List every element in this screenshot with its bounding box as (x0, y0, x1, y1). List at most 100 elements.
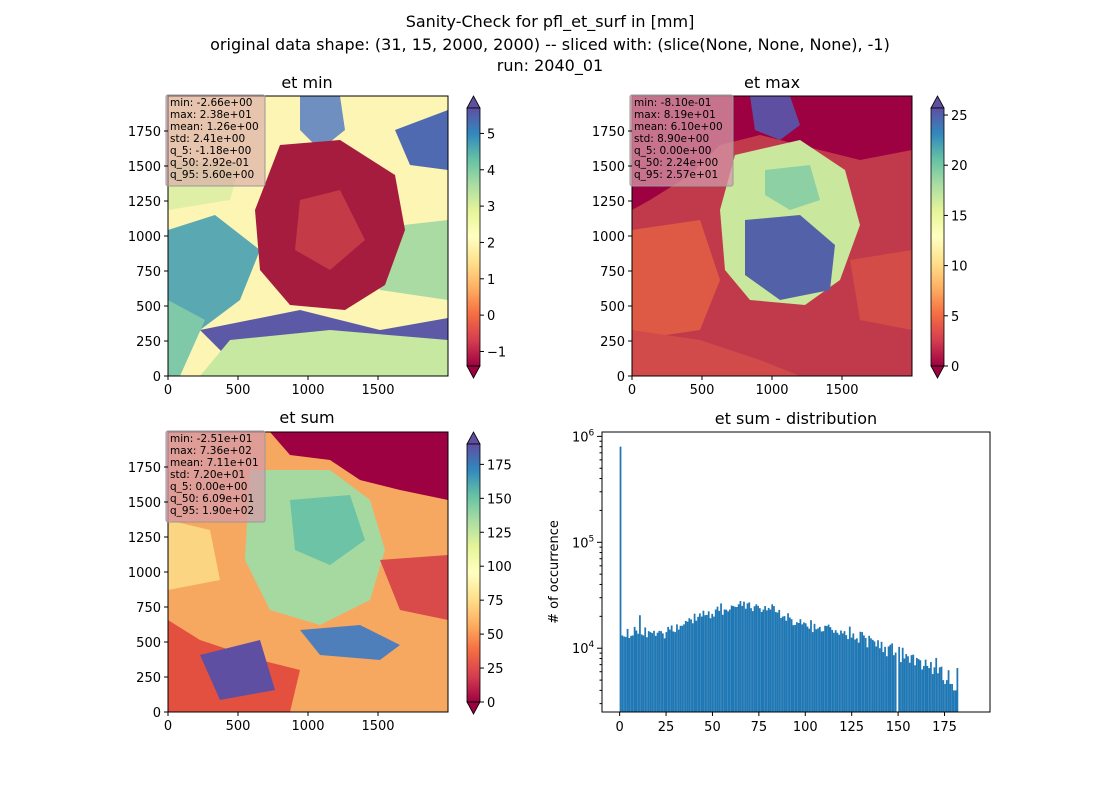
histogram-bar (838, 634, 841, 712)
histogram-bar (637, 633, 640, 712)
histogram-bar (644, 627, 647, 712)
histogram-bar (734, 606, 737, 712)
histogram-bar (653, 630, 655, 712)
histogram-bar (624, 636, 627, 712)
map-region (295, 190, 365, 270)
histogram-bar (619, 446, 622, 712)
histogram-bar (762, 609, 765, 712)
colorbar-extend-max (466, 95, 481, 109)
map-region (270, 432, 448, 500)
panel-title-et-max: et max (744, 73, 800, 92)
histogram-bar (686, 621, 689, 712)
histogram-bar (695, 620, 698, 712)
histogram-bar (824, 625, 826, 712)
histogram-bar (921, 669, 923, 712)
x-tick-label: 1000 (755, 383, 788, 398)
histogram-bar (820, 631, 823, 712)
x-tick-label: 0 (164, 719, 172, 734)
histogram-bar (875, 646, 878, 712)
histogram-bar (760, 611, 763, 712)
x-tick-label: 175 (932, 720, 957, 735)
map-region (168, 300, 205, 376)
histogram-bar (900, 662, 902, 712)
y-tick-label: 250 (136, 335, 161, 350)
x-tick-label: 1500 (361, 719, 394, 734)
colorbar-et-min: −1 0 1 2 3 4 5 (466, 95, 506, 379)
x-tick-label: 1500 (361, 383, 394, 398)
histogram-bar (623, 636, 625, 712)
histogram-bar (937, 673, 939, 712)
colorbar-tick-label: 2 (487, 236, 495, 251)
histogram-bar (665, 632, 668, 712)
histogram-bar (827, 624, 830, 712)
colorbar-gradient (467, 444, 480, 702)
histogram-bar (753, 606, 756, 712)
map-region (300, 625, 400, 660)
colorbar-gradient (467, 108, 480, 366)
x-tick-label: 0 (615, 720, 623, 735)
stats-box-background (165, 430, 266, 523)
x-tick-label: 125 (839, 720, 864, 735)
y-tick-label: 750 (136, 601, 161, 616)
histogram-bar (843, 631, 846, 712)
histogram-bar (907, 656, 909, 712)
histogram-bar (928, 668, 931, 712)
histogram-bar (667, 626, 670, 712)
histogram-bar (778, 609, 781, 712)
histogram-bar (672, 631, 675, 712)
y-tick-label: 1000 (128, 566, 161, 581)
histogram-bar (737, 604, 740, 712)
histogram-bar (801, 624, 804, 712)
histogram-bar (880, 641, 883, 712)
histogram-bar (787, 613, 789, 712)
y-tick-base: 10 (572, 642, 589, 657)
histogram-bar (684, 620, 687, 712)
histogram-bar (674, 632, 677, 712)
y-tick-exponent: 5 (589, 534, 595, 544)
colorbar-tick-label: 175 (487, 458, 512, 473)
histogram-bar (949, 683, 952, 712)
histogram-bar (658, 630, 661, 712)
colorbar-tick-label: 1 (487, 273, 495, 288)
histogram-bar (621, 635, 624, 712)
histogram-bar (663, 638, 666, 712)
histogram-bar (898, 646, 901, 712)
histogram-bar (718, 610, 721, 712)
histogram-bar (628, 637, 631, 712)
histogram-bar (677, 629, 680, 712)
histogram-bar (891, 643, 893, 712)
histogram-bar (915, 657, 918, 712)
stats-line: max: 8.19e+01 (634, 109, 716, 121)
histogram-bar (889, 644, 892, 712)
stats-line: std: 7.20e+01 (170, 469, 245, 481)
histogram-bar (693, 613, 696, 712)
histogram-bar (713, 616, 715, 712)
histogram-bar (840, 630, 842, 712)
stats-line: std: 2.41e+00 (170, 133, 245, 145)
colorbar-tick-label: 5 (487, 127, 495, 142)
y-tick-label: 1500 (128, 160, 161, 175)
histogram-bar (746, 603, 749, 712)
map-region (290, 495, 365, 565)
stats-line: q_95: 5.60e+00 (170, 169, 254, 181)
histogram-bar (910, 655, 913, 712)
histogram-bar (945, 680, 948, 712)
histogram-bar (887, 646, 890, 712)
y-tick-label: 250 (136, 671, 161, 686)
histogram-bars (619, 446, 959, 712)
y-tick-label: 1250 (592, 195, 625, 210)
stats-line: min: -2.66e+00 (170, 97, 252, 109)
x-tick-label: 500 (226, 383, 251, 398)
histogram-bar (700, 616, 703, 712)
map-region (200, 330, 448, 376)
histogram-bar (825, 626, 828, 712)
histogram-bar (728, 609, 731, 712)
figure-title-line-2: original data shape: (31, 15, 2000, 2000… (210, 35, 890, 54)
histogram-bar (799, 619, 802, 712)
x-tick-label: 500 (226, 719, 251, 734)
colorbar-tick-label: 5 (951, 310, 959, 325)
y-tick-label: 0 (617, 370, 625, 385)
